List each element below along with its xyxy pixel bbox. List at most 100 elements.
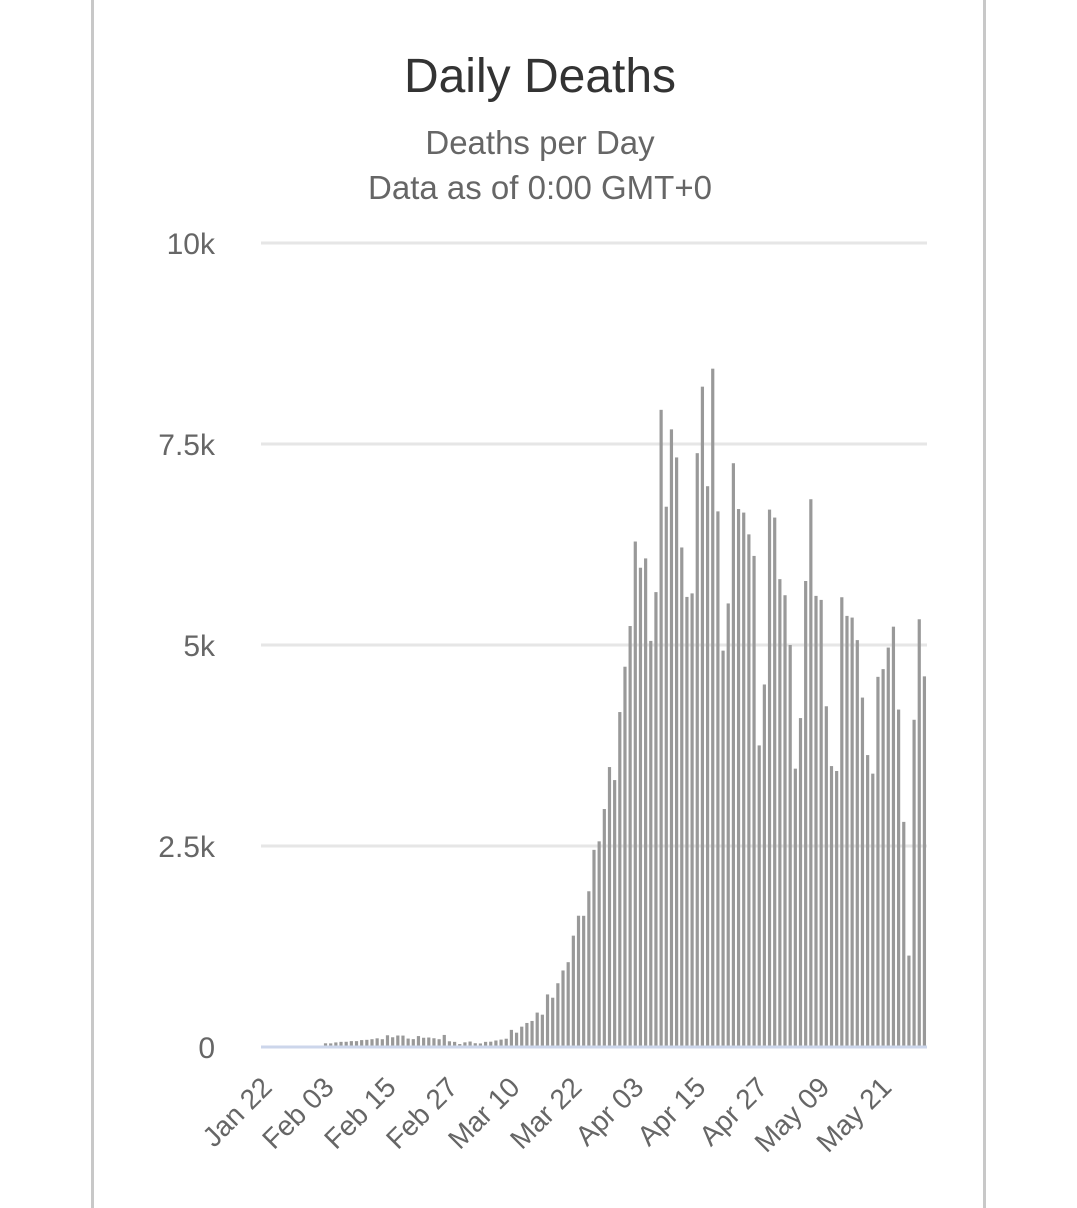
bar[interactable] xyxy=(669,429,674,1047)
bar[interactable] xyxy=(762,684,766,1047)
bar[interactable] xyxy=(416,1036,421,1047)
bar[interactable] xyxy=(530,1020,534,1047)
bar[interactable] xyxy=(396,1035,400,1048)
bar[interactable] xyxy=(613,780,617,1047)
bar[interactable] xyxy=(432,1038,436,1047)
bar[interactable] xyxy=(411,1039,415,1047)
bar[interactable] xyxy=(742,512,746,1047)
bar[interactable] xyxy=(798,718,803,1047)
bar[interactable] xyxy=(540,1014,544,1047)
bar[interactable] xyxy=(370,1039,374,1047)
bar[interactable] xyxy=(556,983,560,1047)
bar[interactable] xyxy=(587,891,591,1047)
bar[interactable] xyxy=(633,541,637,1047)
bar[interactable] xyxy=(380,1039,384,1047)
bar[interactable] xyxy=(427,1037,431,1047)
bar[interactable] xyxy=(912,719,916,1047)
bar[interactable] xyxy=(349,1041,353,1047)
bar[interactable] xyxy=(731,463,735,1048)
bar[interactable] xyxy=(401,1035,405,1047)
bar[interactable] xyxy=(607,767,612,1047)
bar[interactable] xyxy=(391,1037,395,1047)
bar[interactable] xyxy=(752,555,756,1047)
bar[interactable] xyxy=(478,1043,483,1047)
bar[interactable] xyxy=(618,712,622,1047)
bar[interactable] xyxy=(866,755,870,1047)
bar[interactable] xyxy=(881,669,885,1047)
bar[interactable] xyxy=(695,453,699,1047)
bar[interactable] xyxy=(845,615,849,1047)
bar[interactable] xyxy=(705,486,710,1048)
bar[interactable] xyxy=(453,1041,457,1047)
bar[interactable] xyxy=(886,647,890,1047)
bar[interactable] xyxy=(576,915,581,1047)
bar[interactable] xyxy=(902,821,906,1047)
bar[interactable] xyxy=(840,597,844,1047)
bar[interactable] xyxy=(473,1043,477,1047)
bar[interactable] xyxy=(654,592,658,1047)
bar[interactable] xyxy=(726,603,730,1047)
bar[interactable] xyxy=(375,1038,379,1047)
bar[interactable] xyxy=(788,645,792,1047)
bar[interactable] xyxy=(509,1029,513,1047)
bar[interactable] xyxy=(354,1041,359,1047)
bar[interactable] xyxy=(437,1039,441,1047)
bar[interactable] xyxy=(814,595,818,1047)
bar[interactable] xyxy=(716,511,720,1047)
bar[interactable] xyxy=(494,1040,498,1047)
bar[interactable] xyxy=(468,1041,472,1047)
bar[interactable] xyxy=(442,1034,446,1047)
bar[interactable] xyxy=(628,626,632,1047)
bar[interactable] xyxy=(520,1026,524,1047)
bar[interactable] xyxy=(809,499,813,1048)
bar[interactable] xyxy=(623,666,627,1047)
bar[interactable] xyxy=(365,1039,369,1047)
bar[interactable] xyxy=(463,1042,467,1047)
bar[interactable] xyxy=(499,1039,503,1047)
bar[interactable] xyxy=(525,1022,529,1047)
bar[interactable] xyxy=(551,997,555,1047)
bar[interactable] xyxy=(747,534,751,1047)
bar[interactable] xyxy=(685,596,689,1047)
bar[interactable] xyxy=(535,1012,539,1047)
bar[interactable] xyxy=(690,593,694,1047)
bar[interactable] xyxy=(592,849,596,1047)
bar[interactable] xyxy=(804,581,808,1047)
bar[interactable] xyxy=(561,970,565,1047)
bar[interactable] xyxy=(483,1041,488,1047)
bar[interactable] xyxy=(855,640,859,1047)
bar[interactable] xyxy=(644,558,648,1047)
bar[interactable] xyxy=(447,1041,452,1047)
bar[interactable] xyxy=(835,770,839,1047)
bar[interactable] xyxy=(793,768,797,1047)
bar[interactable] xyxy=(385,1035,390,1047)
bar[interactable] xyxy=(582,915,586,1047)
bar[interactable] xyxy=(700,386,705,1047)
bar[interactable] xyxy=(897,709,901,1047)
bar[interactable] xyxy=(819,599,823,1047)
bar[interactable] xyxy=(344,1041,348,1047)
bar[interactable] xyxy=(860,697,865,1047)
bar[interactable] xyxy=(360,1040,364,1047)
bar[interactable] xyxy=(917,619,921,1047)
bar[interactable] xyxy=(829,766,834,1047)
bar[interactable] xyxy=(571,935,575,1047)
bar[interactable] xyxy=(339,1041,343,1047)
bar[interactable] xyxy=(597,841,601,1047)
bar[interactable] xyxy=(329,1043,333,1047)
bar[interactable] xyxy=(334,1042,338,1047)
bar[interactable] xyxy=(736,509,741,1047)
bar[interactable] xyxy=(922,676,927,1047)
bar[interactable] xyxy=(783,595,787,1047)
bar[interactable] xyxy=(721,650,725,1047)
bar[interactable] xyxy=(422,1037,426,1047)
bar[interactable] xyxy=(504,1038,508,1047)
bar[interactable] xyxy=(876,676,880,1047)
bar[interactable] xyxy=(323,1043,328,1047)
bar[interactable] xyxy=(638,567,643,1047)
bar[interactable] xyxy=(602,809,606,1047)
bar[interactable] xyxy=(907,955,911,1047)
bar[interactable] xyxy=(891,626,896,1047)
bar[interactable] xyxy=(659,409,663,1048)
bar[interactable] xyxy=(489,1041,493,1047)
